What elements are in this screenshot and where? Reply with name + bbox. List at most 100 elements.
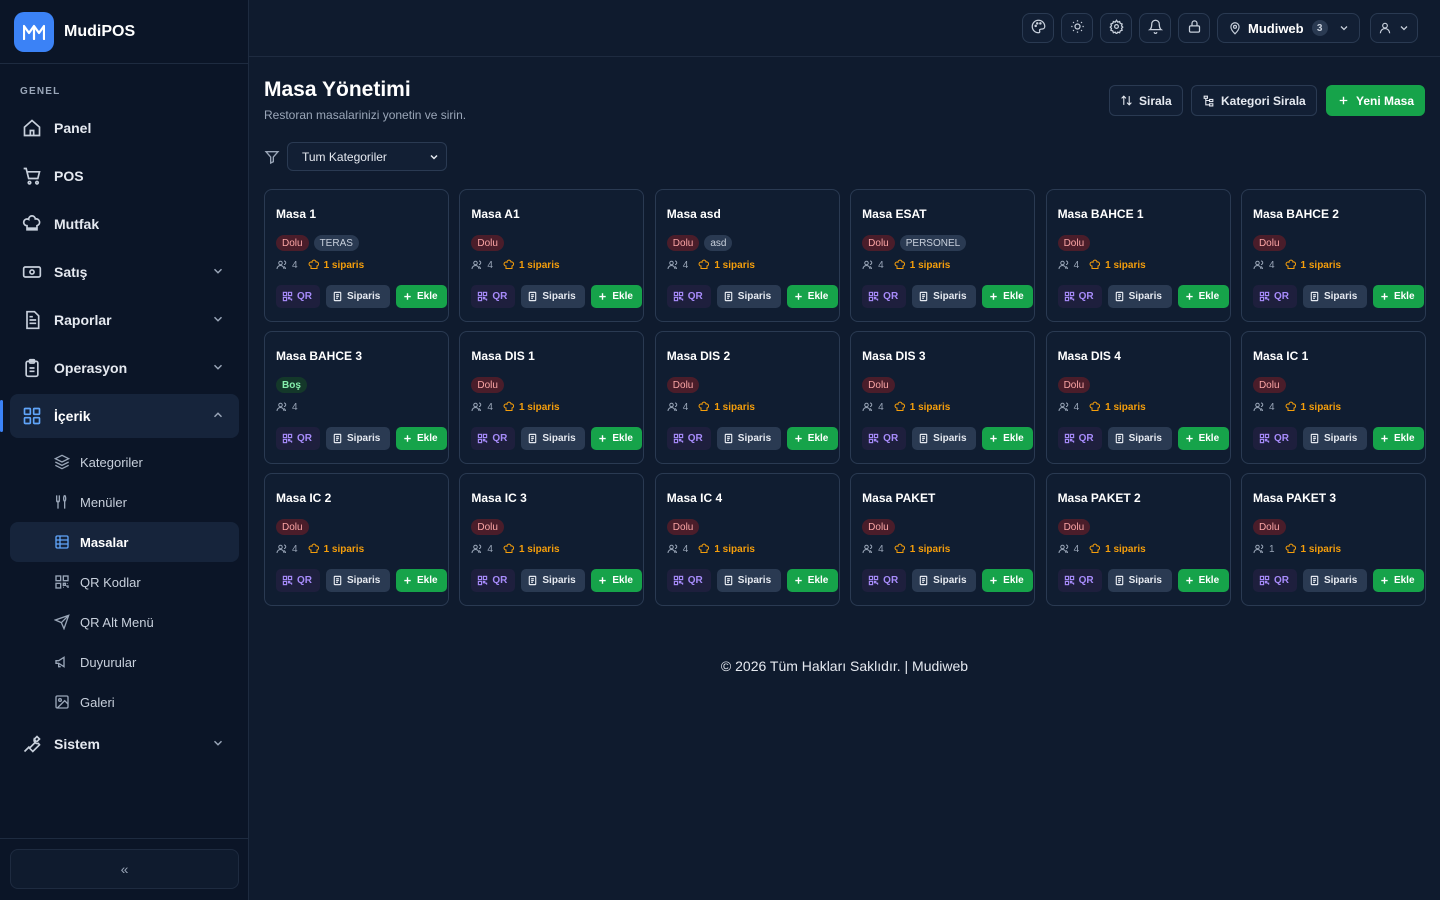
lock-button[interactable] bbox=[1178, 13, 1210, 43]
order-button[interactable]: Siparis bbox=[521, 285, 586, 308]
order-button[interactable]: Siparis bbox=[912, 569, 977, 592]
table-card[interactable]: Masa BAHCE 2 Dolu 4 1 siparis QR Siparis Ekle bbox=[1240, 189, 1426, 322]
sidebar-subitem-qr-kodlar[interactable]: QR Kodlar bbox=[10, 562, 239, 602]
table-card[interactable]: Masa asd Dolu asd 4 1 siparis QR Siparis Ekle bbox=[654, 189, 840, 322]
sidebar-subitem-galeri[interactable]: Galeri bbox=[10, 682, 239, 722]
add-button[interactable]: Ekle bbox=[591, 569, 643, 592]
order-button[interactable]: Siparis bbox=[716, 569, 781, 592]
order-button[interactable]: Siparis bbox=[716, 427, 781, 450]
order-button[interactable]: Siparis bbox=[716, 285, 781, 308]
qr-button[interactable]: QR bbox=[862, 285, 907, 308]
table-card[interactable]: Masa 1 Dolu TERAS 4 1 siparis QR Siparis Ekle bbox=[264, 189, 449, 322]
add-button[interactable]: Ekle bbox=[1372, 569, 1424, 592]
order-button[interactable]: Siparis bbox=[326, 569, 390, 592]
qr-button[interactable]: QR bbox=[666, 285, 711, 308]
order-button[interactable]: Siparis bbox=[1302, 285, 1367, 308]
theme-palette-button[interactable] bbox=[1022, 13, 1054, 43]
qr-button[interactable]: QR bbox=[666, 427, 711, 450]
add-button[interactable]: Ekle bbox=[786, 427, 838, 450]
location-selector[interactable]: Mudiweb 3 bbox=[1217, 13, 1360, 43]
category-filter-select[interactable]: Tum Kategoriler bbox=[287, 142, 447, 171]
qr-button[interactable]: QR bbox=[862, 427, 907, 450]
table-card[interactable]: Masa PAKET Dolu 4 1 siparis QR Siparis Ekle bbox=[850, 473, 1036, 606]
brand[interactable]: MudiPOS bbox=[0, 0, 248, 64]
qr-button[interactable]: QR bbox=[1252, 427, 1297, 450]
add-button[interactable]: Ekle bbox=[1177, 569, 1229, 592]
add-button[interactable]: Ekle bbox=[1372, 285, 1424, 308]
table-card[interactable]: Masa ESAT Dolu PERSONEL 4 1 siparis QR Siparis… bbox=[850, 189, 1036, 322]
add-button[interactable]: Ekle bbox=[396, 285, 447, 308]
sidebar-item-operasyon[interactable]: Operasyon bbox=[10, 346, 239, 390]
new-table-button[interactable]: Yeni Masa bbox=[1326, 85, 1426, 116]
add-button[interactable]: Ekle bbox=[591, 285, 643, 308]
table-card[interactable]: Masa IC 3 Dolu 4 1 siparis QR Siparis Ekle bbox=[459, 473, 645, 606]
table-card[interactable]: Masa DIS 3 Dolu 4 1 siparis QR Siparis Ekle bbox=[850, 331, 1036, 464]
order-button[interactable]: Siparis bbox=[326, 285, 390, 308]
user-menu-button[interactable] bbox=[1370, 13, 1418, 43]
order-button[interactable]: Siparis bbox=[912, 285, 977, 308]
sidebar-item-icerik[interactable]: İçerik bbox=[0, 394, 239, 438]
sidebar-subitem-menuler[interactable]: Menüler bbox=[10, 482, 239, 522]
qr-button[interactable]: QR bbox=[666, 569, 711, 592]
qr-button[interactable]: QR bbox=[276, 285, 320, 308]
category-sort-button[interactable]: Kategori Sirala bbox=[1191, 85, 1317, 116]
light-mode-button[interactable] bbox=[1061, 13, 1093, 43]
order-button[interactable]: Siparis bbox=[1107, 569, 1172, 592]
table-card[interactable]: Masa IC 4 Dolu 4 1 siparis QR Siparis Ekle bbox=[654, 473, 840, 606]
table-card[interactable]: Masa A1 Dolu 4 1 siparis QR Siparis Ekle bbox=[459, 189, 645, 322]
add-button[interactable]: Ekle bbox=[1177, 427, 1229, 450]
order-button[interactable]: Siparis bbox=[521, 569, 586, 592]
table-card[interactable]: Masa IC 2 Dolu 4 1 siparis QR Siparis Ekle bbox=[264, 473, 449, 606]
qr-button[interactable]: QR bbox=[1057, 285, 1102, 308]
sidebar-subitem-kategoriler[interactable]: Kategoriler bbox=[10, 442, 239, 482]
sidebar-subitem-qr-alt-menu[interactable]: QR Alt Menü bbox=[10, 602, 239, 642]
collapse-sidebar-button[interactable]: « bbox=[10, 849, 239, 889]
notifications-button[interactable] bbox=[1139, 13, 1171, 43]
sidebar-subitem-masalar[interactable]: Masalar bbox=[10, 522, 239, 562]
add-button[interactable]: Ekle bbox=[786, 285, 838, 308]
qr-button[interactable]: QR bbox=[1252, 285, 1297, 308]
add-button[interactable]: Ekle bbox=[1372, 427, 1424, 450]
add-button[interactable]: Ekle bbox=[591, 427, 643, 450]
qr-button[interactable]: QR bbox=[1057, 427, 1102, 450]
qr-button[interactable]: QR bbox=[1252, 569, 1297, 592]
order-button[interactable]: Siparis bbox=[1302, 427, 1367, 450]
settings-button[interactable] bbox=[1100, 13, 1132, 43]
sidebar-item-sistem[interactable]: Sistem bbox=[10, 722, 239, 766]
order-button[interactable]: Siparis bbox=[1107, 427, 1172, 450]
qr-button[interactable]: QR bbox=[471, 285, 516, 308]
order-button[interactable]: Siparis bbox=[521, 427, 586, 450]
qr-button[interactable]: QR bbox=[276, 427, 320, 450]
order-button[interactable]: Siparis bbox=[1107, 285, 1172, 308]
table-card[interactable]: Masa PAKET 2 Dolu 4 1 siparis QR Siparis Ekle bbox=[1045, 473, 1231, 606]
add-button[interactable]: Ekle bbox=[396, 427, 447, 450]
sidebar-item-panel[interactable]: Panel bbox=[10, 106, 239, 150]
sort-button[interactable]: Sirala bbox=[1109, 85, 1183, 116]
sidebar-item-raporlar[interactable]: Raporlar bbox=[10, 298, 239, 342]
order-button[interactable]: Siparis bbox=[1302, 569, 1367, 592]
add-button[interactable]: Ekle bbox=[786, 569, 838, 592]
sidebar-item-satis[interactable]: Satış bbox=[10, 250, 239, 294]
add-button[interactable]: Ekle bbox=[396, 569, 447, 592]
qr-button[interactable]: QR bbox=[1057, 569, 1102, 592]
sidebar-item-pos[interactable]: POS bbox=[10, 154, 239, 198]
sidebar-item-mutfak[interactable]: Mutfak bbox=[10, 202, 239, 246]
order-button[interactable]: Siparis bbox=[912, 427, 977, 450]
qr-button[interactable]: QR bbox=[471, 427, 516, 450]
add-button[interactable]: Ekle bbox=[982, 427, 1034, 450]
add-button[interactable]: Ekle bbox=[982, 569, 1034, 592]
sidebar-subitem-duyurular[interactable]: Duyurular bbox=[10, 642, 239, 682]
add-button[interactable]: Ekle bbox=[982, 285, 1034, 308]
qr-button[interactable]: QR bbox=[471, 569, 516, 592]
order-button[interactable]: Siparis bbox=[326, 427, 390, 450]
table-card[interactable]: Masa DIS 4 Dolu 4 1 siparis QR Siparis Ekle bbox=[1045, 331, 1231, 464]
table-card[interactable]: Masa PAKET 3 Dolu 1 1 siparis QR Siparis Ekle bbox=[1240, 473, 1426, 606]
qr-button[interactable]: QR bbox=[862, 569, 907, 592]
table-card[interactable]: Masa DIS 1 Dolu 4 1 siparis QR Siparis Ekle bbox=[459, 331, 645, 464]
table-card[interactable]: Masa DIS 2 Dolu 4 1 siparis QR Siparis Ekle bbox=[654, 331, 840, 464]
table-card[interactable]: Masa BAHCE 3 Boş 4 QR Siparis Ekle bbox=[264, 331, 449, 464]
qr-button[interactable]: QR bbox=[276, 569, 320, 592]
add-button[interactable]: Ekle bbox=[1177, 285, 1229, 308]
table-card[interactable]: Masa IC 1 Dolu 4 1 siparis QR Siparis Ekle bbox=[1240, 331, 1426, 464]
table-card[interactable]: Masa BAHCE 1 Dolu 4 1 siparis QR Siparis Ekle bbox=[1045, 189, 1231, 322]
